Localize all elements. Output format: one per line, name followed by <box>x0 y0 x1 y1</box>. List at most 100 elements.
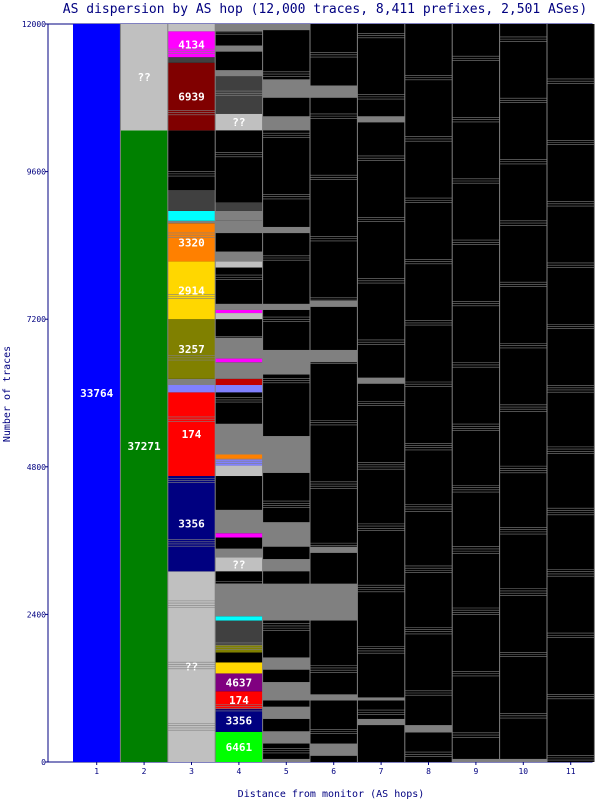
segment-hop3-8 <box>167 220 216 224</box>
segment-hop5-3 <box>262 682 310 701</box>
x-tick-label-9: 9 <box>473 767 478 776</box>
segment-hop7-1 <box>357 697 405 701</box>
y-tick-label-12000: 12000 <box>22 20 46 29</box>
segment-hop5-7 <box>262 522 310 547</box>
y-tick-label-9600: 9600 <box>27 168 46 177</box>
segment-label-hop1-0: 33764 <box>80 387 113 400</box>
x-tick-label-11: 11 <box>566 767 576 776</box>
segment-hop4-22 <box>215 337 263 359</box>
segment-label-hop3-7: 3320 <box>178 236 205 249</box>
segment-hop2-1 <box>120 24 168 131</box>
x-axis: 1 2 3 4 5 6 7 8 9 10 11 <box>94 762 576 776</box>
segment-hop6-0 <box>310 743 358 756</box>
y-tick-label-2400: 2400 <box>27 610 46 619</box>
segment-hop3-14 <box>167 31 216 58</box>
segment-hop6-6 <box>310 85 358 98</box>
segment-hop5-10 <box>262 303 310 310</box>
segment-hop5-6 <box>262 559 310 572</box>
segment-hop5-4 <box>262 657 310 670</box>
segment-hop3-2 <box>167 392 216 477</box>
column-background-7 <box>357 24 405 762</box>
segment-label-hop3-1: 3356 <box>178 518 205 531</box>
y-tick-label-4800: 4800 <box>27 463 46 472</box>
segment-hop4-26 <box>215 261 263 268</box>
segment-hop4-32 <box>215 76 263 114</box>
x-tick-label-5: 5 <box>284 767 289 776</box>
y-axis-label: Number of traces <box>2 346 13 442</box>
segment-hop4-19 <box>215 378 263 386</box>
segment-hop2-0 <box>120 130 168 762</box>
x-tick-label-3: 3 <box>189 767 194 776</box>
segment-hop5-13 <box>262 79 310 98</box>
segment-hop4-6 <box>215 645 263 653</box>
column-background-8 <box>404 24 453 762</box>
segment-hop1-0 <box>73 24 121 762</box>
segment-hop8-0 <box>404 725 453 733</box>
segment-hop7-0 <box>357 718 405 726</box>
segment-label-hop2-1: ?? <box>137 71 150 84</box>
segment-hop7-2 <box>357 377 405 384</box>
segment-label-hop4-2: 174 <box>229 694 249 707</box>
segment-label-hop3-14: 4134 <box>178 38 205 51</box>
x-tick-label-7: 7 <box>379 767 384 776</box>
segment-hop4-0 <box>215 731 263 762</box>
segment-hop4-28 <box>215 220 263 234</box>
segment-hop4-34 <box>215 45 263 52</box>
x-axis-label: Distance from monitor (AS hops) <box>238 789 425 800</box>
segment-hop4-3 <box>215 673 263 692</box>
segment-hop4-31 <box>215 113 263 131</box>
segment-hop6-5 <box>310 300 358 307</box>
segment-hop4-2 <box>215 691 263 710</box>
segment-hop5-9 <box>262 349 310 375</box>
segment-hop5-8 <box>262 436 310 473</box>
segment-hop4-12 <box>215 533 263 538</box>
bars-group <box>73 24 595 762</box>
segment-hop3-5 <box>167 319 216 379</box>
segment-hop3-13 <box>167 57 216 63</box>
segment-hop4-11 <box>215 548 263 558</box>
segment-hop5-12 <box>262 116 310 131</box>
segment-hop3-10 <box>167 190 216 211</box>
segment-hop10-0 <box>499 758 547 762</box>
segment-hop4-4 <box>215 662 263 674</box>
segment-hop4-20 <box>215 362 263 379</box>
column-separators <box>119 24 595 762</box>
segment-label-hop3-12: 6939 <box>178 91 205 104</box>
segment-hop6-2 <box>310 583 358 621</box>
segment-hop3-1 <box>167 476 216 572</box>
segment-hop3-7 <box>167 223 216 262</box>
segment-hop4-17 <box>215 423 263 455</box>
segment-hop5-2 <box>262 706 310 719</box>
segment-hop4-16 <box>215 454 263 460</box>
segment-label-hop2-0: 37271 <box>128 440 161 453</box>
segment-hop4-13 <box>215 509 263 534</box>
column-background-9 <box>452 24 500 762</box>
chart-title: AS dispersion by AS hop (12,000 traces, … <box>63 2 587 17</box>
segment-hop5-14 <box>262 24 310 31</box>
y-tick-label-7200: 7200 <box>27 315 46 324</box>
segment-label-hop4-3: 4637 <box>226 676 253 689</box>
segment-hop4-35 <box>215 24 263 32</box>
segment-hop4-8 <box>215 616 263 621</box>
column-background-11 <box>547 24 595 762</box>
segment-hop5-0 <box>262 758 310 762</box>
segment-hop4-7 <box>215 620 263 646</box>
segment-labels: 33764 37271???? 3356 174 3257 2914 3320 6939 413… <box>80 38 252 754</box>
segment-label-hop3-2: 174 <box>182 428 202 441</box>
segment-hop4-25 <box>215 303 263 310</box>
segment-hop6-1 <box>310 694 358 701</box>
segment-hop4-33 <box>215 70 263 77</box>
y-axis: 0 2400 4800 7200 9600 12000 <box>22 20 48 767</box>
x-tick-label-1: 1 <box>94 767 99 776</box>
column-background-10 <box>499 24 547 762</box>
segment-hop3-9 <box>167 210 216 221</box>
segment-hop4-27 <box>215 251 263 262</box>
segment-hop4-14 <box>215 465 263 477</box>
segment-hop6-4 <box>310 349 358 363</box>
x-tick-label-4: 4 <box>236 767 241 776</box>
segment-hop4-23 <box>215 313 263 320</box>
segment-hop4-9 <box>215 583 263 617</box>
segment-hop3-15 <box>167 24 216 32</box>
column-background-5 <box>262 24 310 762</box>
segment-hop3-3 <box>167 385 216 393</box>
